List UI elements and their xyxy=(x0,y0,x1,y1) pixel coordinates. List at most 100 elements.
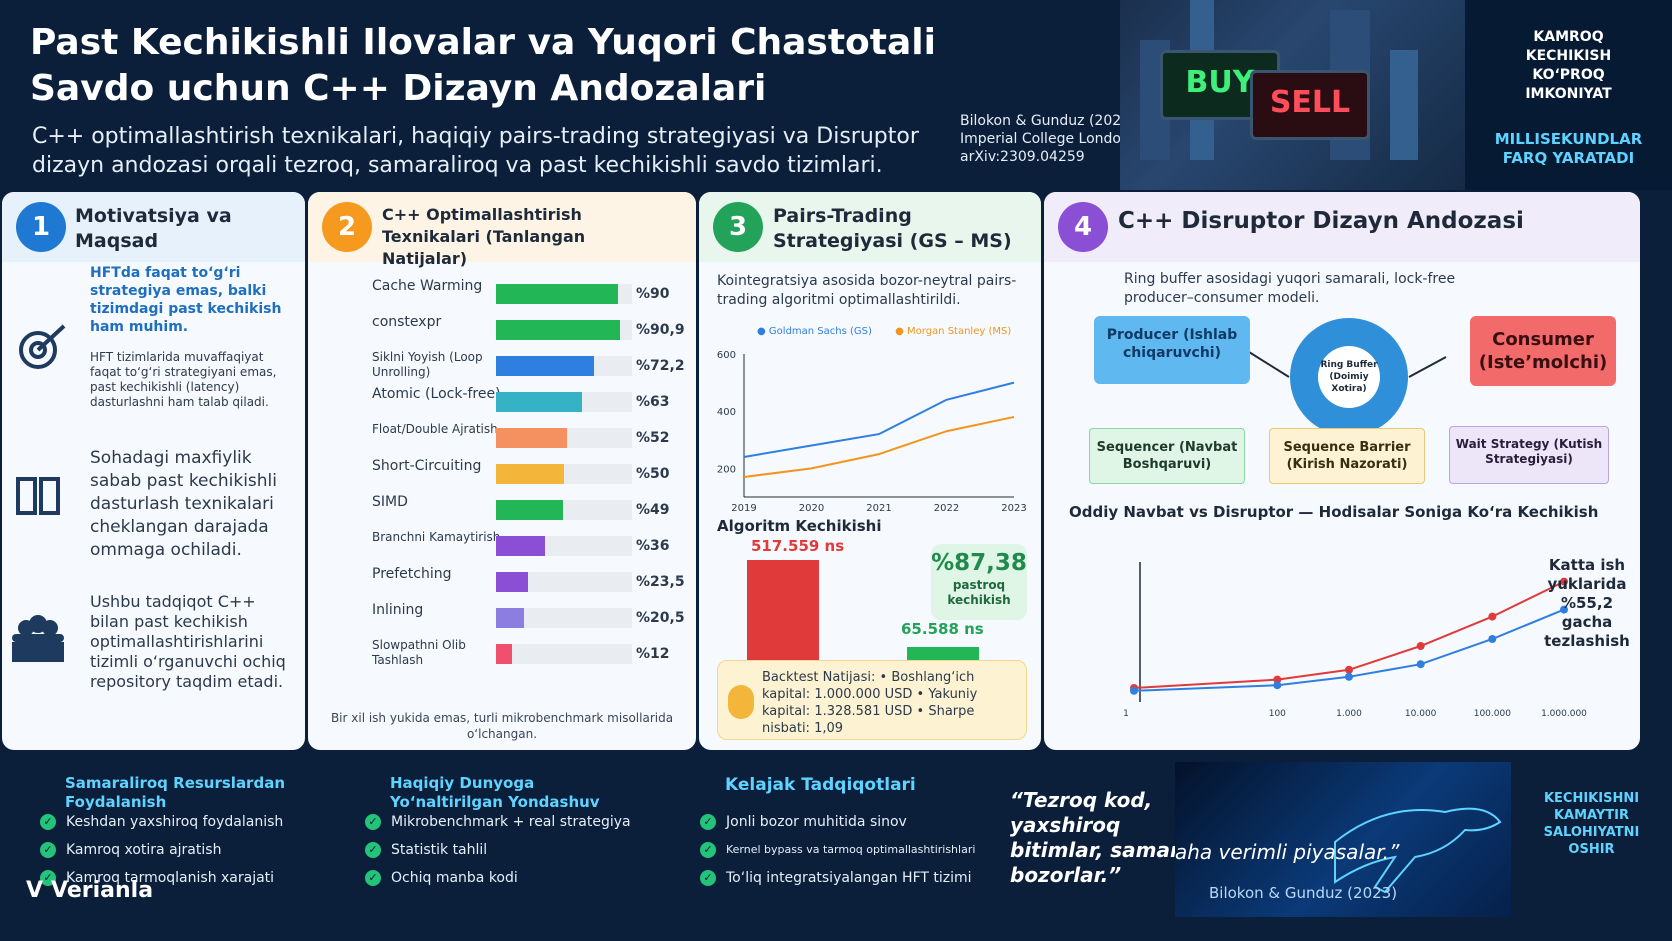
data-point xyxy=(1488,635,1497,643)
bar-label: SIMD xyxy=(372,494,408,510)
cheetah-image: aha verimli piyasalar.” Bilokon & Gunduz… xyxy=(1175,762,1511,917)
slogan-line: KECHIKISHNI xyxy=(1543,791,1640,806)
side-highlight-line: MILLISEKUNDLAR xyxy=(1494,130,1643,148)
side-highlight: MILLISEKUNDLAR FARQ YARATADI xyxy=(1465,130,1672,168)
motivation-text-2: Sohadagi maxfiylik sabab past kechikishl… xyxy=(90,448,277,560)
latency-bar-before xyxy=(747,560,819,660)
latency-reduction-badge: %87,38 pastroq kechikish xyxy=(931,544,1027,620)
footer-col-heading: Samaraliroq Resurslardan Foydalanish xyxy=(65,774,345,812)
latency-bar-after xyxy=(907,647,979,660)
page-subtitle: C++ optimallashtirish texnikalari, haqiq… xyxy=(32,124,919,178)
bar-row: Short-Circuiting %50 xyxy=(308,458,696,494)
page-title: Past Kechikishli Ilovalar va Yuqori Chas… xyxy=(30,22,936,109)
bar-value: %20,5 xyxy=(636,610,685,626)
footer-quote: “Tezroq kod, yaxshiroq bitimlar, samaral… xyxy=(1010,788,1250,888)
latency-reduction-caption: pastroq kechikish xyxy=(931,578,1027,608)
speedup-line: gacha xyxy=(1561,613,1613,631)
bar-value: %12 xyxy=(636,646,670,662)
speedup-line: Katta ish xyxy=(1548,556,1626,574)
card-header: 4 C++ Disruptor Dizayn Andozasi xyxy=(1044,192,1640,262)
bar-track xyxy=(496,572,632,592)
x-tick-label: 2019 xyxy=(731,503,756,514)
legend-dot-ms: ● xyxy=(895,326,904,337)
x-tick-label: 2021 xyxy=(866,503,891,514)
citation: Bilokon & Gunduz (2023) Imperial College… xyxy=(960,112,1160,166)
bar-track xyxy=(496,536,632,556)
data-point xyxy=(1416,660,1425,669)
bar-track xyxy=(496,284,632,304)
card-header: 2 C++ Optimallashtirish Texnikalari (Tan… xyxy=(308,192,696,268)
card-header: 1 Motivatsiya va Maqsad xyxy=(2,192,305,262)
footer-col-heading: Kelajak Tadqiqotlari xyxy=(725,775,916,795)
x-tick-label: 1 xyxy=(1123,709,1129,719)
bar-label: Atomic (Lock-free) xyxy=(372,386,501,402)
bar-value: %90 xyxy=(636,286,670,302)
bar-value: %72,2 xyxy=(636,358,685,374)
data-point xyxy=(1345,672,1353,681)
bar-track xyxy=(496,356,632,376)
box-line: Producer (Ishlab xyxy=(1106,327,1238,343)
heading-line: Foydalanish xyxy=(65,793,167,811)
data-point xyxy=(1273,681,1282,690)
bar-track xyxy=(496,608,632,628)
check-icon: ✓ xyxy=(40,870,56,886)
card-motivation: 1 Motivatsiya va Maqsad HFTda faqat to‘g… xyxy=(2,192,305,750)
check-icon: ✓ xyxy=(365,870,381,886)
footer-item: ✓ To‘liq integratsiyalangan HFT tizimi xyxy=(700,870,972,886)
footer-item: ✓ Kamroq xotira ajratish xyxy=(40,842,221,858)
card-number: 1 xyxy=(16,202,66,252)
bar-label: Siklni Yoyish (Loop Unrolling) xyxy=(372,350,483,379)
ring-line: (Doimiy xyxy=(1329,372,1369,382)
image-cite: Bilokon & Gunduz (2023) xyxy=(1209,884,1398,902)
legend-dot-gs: ● xyxy=(757,326,766,337)
header: Past Kechikishli Ilovalar va Yuqori Chas… xyxy=(0,0,1672,190)
card-title-line: Motivatsiya va xyxy=(75,205,232,227)
bar-track xyxy=(496,392,632,412)
hero-building xyxy=(1390,50,1418,160)
bar-label: Short-Circuiting xyxy=(372,458,482,474)
latency-reduction-pct: %87,38 xyxy=(931,550,1027,576)
heading-line: Yo‘naltirilgan Yondashuv xyxy=(390,793,600,811)
side-slogan-line: IMKONIYAT xyxy=(1525,86,1612,102)
bar-row: Slowpathni Olib Tashlash %12 xyxy=(308,638,696,674)
citation-authors: Bilokon & Gunduz (2023) xyxy=(960,113,1136,129)
bar-track xyxy=(496,644,632,664)
side-slogan-line: KECHIKISH xyxy=(1525,48,1612,64)
bar xyxy=(496,464,564,484)
bar-value: %36 xyxy=(636,538,670,554)
bar-value: %23,5 xyxy=(636,574,685,590)
bar xyxy=(496,572,528,592)
check-icon: ✓ xyxy=(365,814,381,830)
bar-row: SIMD %49 xyxy=(308,494,696,530)
card-title: Motivatsiya va Maqsad xyxy=(75,204,232,254)
box-line: Consumer xyxy=(1492,329,1594,350)
stock-price-chart: 200 400 600 2019 2020 2021 2022 2023 xyxy=(717,350,1027,514)
bar xyxy=(496,284,619,304)
card-number: 3 xyxy=(713,202,763,252)
bar-label: Branchni Kamaytirish xyxy=(372,530,501,544)
bar-track xyxy=(496,428,632,448)
motivation-text-3: Ushbu tadqiqot C++ bilan past kechikish … xyxy=(90,592,286,691)
hero-sell-sign: SELL xyxy=(1250,70,1370,140)
heading-line: Samaraliroq Resurslardan xyxy=(65,774,285,792)
footer-item: ✓ Mikrobenchmark + real strategiya xyxy=(365,814,631,830)
latency-title: Algoritm Kechikishi xyxy=(717,517,882,535)
footer-item-text: Kernel bypass va tarmoq optimallashtiris… xyxy=(726,843,976,856)
data-point xyxy=(1273,675,1282,684)
data-point xyxy=(1560,605,1568,614)
bar xyxy=(496,320,620,340)
target-icon xyxy=(19,324,66,369)
caption-line: pastroq xyxy=(952,578,1006,592)
card-title: C++ Optimallashtirish Texnikalari (Tanla… xyxy=(382,204,585,270)
x-tick-label: 1.000.000 xyxy=(1541,709,1587,719)
box-line: (Kirish Nazorati) xyxy=(1286,457,1408,472)
footer-item-text: Kamroq tarmoqlanish xarajati xyxy=(66,870,275,886)
footer-col-resources: Samaraliroq Resurslardan Foydalanish ✓ Ke… xyxy=(40,752,345,886)
data-point xyxy=(1560,577,1568,586)
ring-buffer: Ring Buffer (Doimiy Xotira) xyxy=(1290,318,1408,436)
box-line: (Iste’molchi) xyxy=(1478,352,1608,373)
quote-line: bozorlar.” xyxy=(1010,863,1122,887)
side-slogan: KAMROQ KECHIKISH KO‘PROQ IMKONIYAT xyxy=(1465,28,1672,104)
x-tick-label: 100 xyxy=(1269,709,1286,719)
bar-value: %52 xyxy=(636,430,670,446)
